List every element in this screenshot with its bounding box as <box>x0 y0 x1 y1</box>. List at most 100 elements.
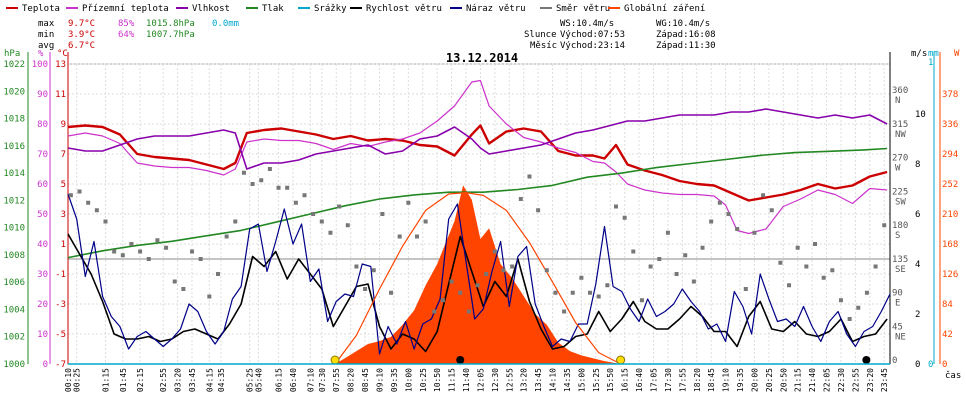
x-tick-label: 14:10 <box>549 368 558 392</box>
wind-direction-label: NE <box>895 332 906 342</box>
wind-direction-point <box>215 272 220 276</box>
wind-direction-point <box>830 268 835 273</box>
x-tick-label: 11:15 <box>448 368 457 392</box>
x-tick-label: 19:35 <box>736 368 745 392</box>
wind-direction-point <box>838 298 843 303</box>
wind-direction-point <box>709 219 714 224</box>
x-tick-label: 22:05 <box>823 368 832 392</box>
radiation-tick: 210 <box>942 210 958 220</box>
wind-direction-point <box>389 290 394 295</box>
radiation-tick: 294 <box>942 150 958 160</box>
wind-speed-line <box>67 233 888 353</box>
x-tick-label: 18:20 <box>693 368 702 392</box>
stats-max-press: 1015.8hPa <box>146 19 195 29</box>
wind-direction-point <box>735 227 740 231</box>
theoretical-radiation-curve <box>334 192 621 365</box>
humidity-tick: 70 <box>37 150 48 160</box>
x-tick-label: 01:45 <box>119 368 128 392</box>
info-sun-label: Slunce <box>524 30 557 40</box>
wind-direction-tick: 135 <box>892 255 908 265</box>
x-tick-label: 06:15 <box>275 368 284 392</box>
humidity-tick: 100 <box>32 60 48 70</box>
wind-direction-point <box>311 212 316 216</box>
temperature-tick: 13 <box>55 60 66 70</box>
wind-direction-point <box>380 212 385 216</box>
x-tick-label: 04:35 <box>217 368 226 392</box>
x-tick-label: 14:35 <box>563 368 572 392</box>
wind-direction-point <box>527 174 532 179</box>
wind-direction-point <box>319 219 324 224</box>
x-tick-label: 10:25 <box>419 368 428 392</box>
wind-direction-point <box>674 272 679 276</box>
wind-direction-point <box>233 219 238 224</box>
x-tick-label: 08:20 <box>347 368 356 392</box>
pressure-tick: 1000 <box>3 360 25 370</box>
temperature-tick: -3 <box>55 300 66 310</box>
temperature-tick: 3 <box>61 210 66 220</box>
temperature-tick: 11 <box>55 90 66 100</box>
wind-speed-tick: 0 <box>915 360 920 370</box>
wind-unit: m/s <box>911 49 927 59</box>
wind-direction-point <box>259 178 264 183</box>
moonset-marker <box>456 356 465 364</box>
rain-tick: 0 <box>928 360 933 370</box>
wind-speed-tick: 10 <box>915 110 926 120</box>
chart-title: 13.12.2014 <box>446 51 518 65</box>
humidity-tick: 90 <box>37 90 48 100</box>
sunset-marker <box>616 355 626 365</box>
wind-direction-point <box>726 212 731 216</box>
wind-direction-point <box>743 287 748 291</box>
wind-direction-point <box>614 204 618 209</box>
wind-direction-tick: 0 <box>892 356 897 366</box>
wind-direction-point <box>302 193 307 198</box>
wind-direction-point <box>761 193 766 198</box>
legend-label: Srážky <box>314 4 347 14</box>
info-moonrise: Východ:23:14 <box>560 41 625 51</box>
wind-direction-point <box>371 268 376 273</box>
x-tick-label: 05:25 <box>246 368 255 392</box>
wind-direction-point <box>129 242 134 246</box>
pressure-tick: 1014 <box>3 169 25 179</box>
info-sunset: Západ:16:08 <box>656 30 716 40</box>
temperature-tick: 7 <box>61 150 66 160</box>
pressure-tick: 1012 <box>3 196 25 206</box>
wind-direction-point <box>432 309 437 314</box>
x-tick-label: 18:45 <box>707 368 716 392</box>
wind-direction-label: S <box>895 231 900 241</box>
stats-max-rain: 0.0mm <box>212 19 239 29</box>
wind-direction-tick: 180 <box>892 221 908 231</box>
x-tick-label: 06:40 <box>289 368 298 392</box>
stats-min-label: min <box>38 30 54 40</box>
wind-direction-point <box>769 208 774 213</box>
pressure-tick: 1018 <box>3 115 25 125</box>
wind-direction-tick: 90 <box>892 289 903 299</box>
wind-direction-point <box>717 200 722 205</box>
radiation-layer <box>335 185 621 364</box>
pressure-tick: 1002 <box>3 333 25 343</box>
pressure-tick: 1020 <box>3 87 25 97</box>
temperature-tick: 1 <box>61 240 66 250</box>
pressure-unit: hPa <box>4 49 20 59</box>
wind-direction-point <box>864 290 869 295</box>
wind-direction-point <box>475 283 480 288</box>
x-tick-label: 11:40 <box>462 368 471 392</box>
wind-direction-tick: 270 <box>892 154 908 164</box>
pressure-tick: 1016 <box>3 142 25 152</box>
wind-direction-point <box>605 283 610 288</box>
wind-direction-tick: 45 <box>892 322 903 332</box>
temperature-tick: -7 <box>55 360 66 370</box>
wind-direction-point <box>622 215 627 220</box>
wind-direction-point <box>250 182 255 186</box>
rain-tick: 1 <box>928 58 933 68</box>
humidity-tick: 50 <box>37 210 48 220</box>
x-tick-label: 13:45 <box>534 368 543 392</box>
wind-direction-point <box>354 264 359 269</box>
wind-direction-point <box>700 245 705 250</box>
x-tick-label: 23:45 <box>880 368 889 392</box>
wind-direction-point <box>293 200 298 205</box>
wind-direction-point <box>267 167 272 171</box>
legend-label: Náraz větru <box>466 4 526 14</box>
wind-direction-point <box>631 249 636 254</box>
legend: Teplota Přízemní teplota Vlhkost Tlak Srážky… <box>6 4 705 14</box>
wind-direction-point <box>657 257 662 261</box>
